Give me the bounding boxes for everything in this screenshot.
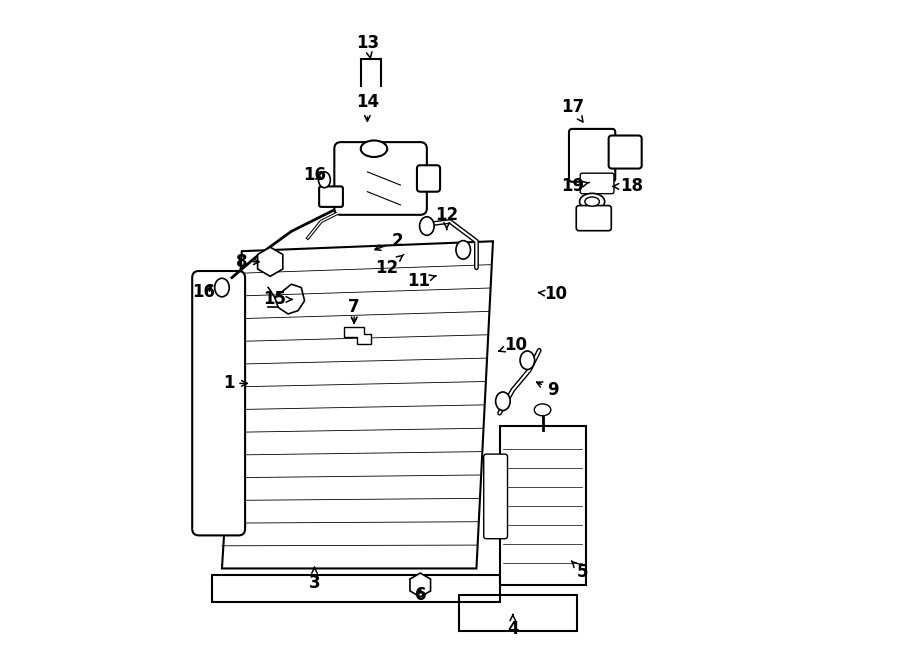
Polygon shape	[257, 247, 283, 276]
Polygon shape	[344, 327, 371, 344]
Text: 7: 7	[348, 298, 360, 323]
FancyBboxPatch shape	[569, 129, 616, 182]
Text: 4: 4	[507, 615, 518, 639]
Text: 8: 8	[236, 253, 259, 271]
Ellipse shape	[215, 278, 230, 297]
Text: 10: 10	[538, 285, 567, 303]
FancyBboxPatch shape	[417, 165, 440, 192]
FancyBboxPatch shape	[334, 142, 427, 215]
Ellipse shape	[520, 351, 535, 369]
FancyBboxPatch shape	[320, 186, 343, 207]
Text: 10: 10	[499, 336, 527, 354]
Text: 9: 9	[536, 381, 558, 399]
Text: 12: 12	[375, 254, 404, 277]
Ellipse shape	[361, 140, 387, 157]
FancyBboxPatch shape	[500, 426, 586, 585]
Text: 11: 11	[408, 272, 436, 290]
Text: 15: 15	[264, 290, 292, 309]
Text: 6: 6	[415, 586, 426, 604]
Text: 5: 5	[572, 561, 588, 581]
Text: 12: 12	[435, 206, 458, 229]
Text: 19: 19	[561, 177, 590, 196]
Polygon shape	[410, 573, 430, 597]
Text: 16: 16	[193, 283, 216, 301]
Text: 14: 14	[356, 93, 379, 121]
FancyBboxPatch shape	[576, 206, 611, 231]
Text: 13: 13	[356, 34, 379, 58]
Ellipse shape	[535, 404, 551, 416]
Text: 17: 17	[561, 98, 584, 122]
Text: 3: 3	[309, 568, 320, 592]
Ellipse shape	[456, 241, 471, 259]
Text: 18: 18	[613, 177, 644, 196]
Ellipse shape	[585, 197, 599, 206]
FancyBboxPatch shape	[193, 271, 245, 535]
Ellipse shape	[319, 172, 330, 188]
Text: 16: 16	[303, 166, 326, 184]
Text: 2: 2	[375, 232, 403, 251]
Ellipse shape	[496, 392, 510, 410]
FancyBboxPatch shape	[483, 454, 508, 539]
Ellipse shape	[580, 193, 605, 210]
Text: 1: 1	[223, 374, 248, 393]
Ellipse shape	[419, 217, 434, 235]
FancyBboxPatch shape	[580, 173, 614, 194]
FancyBboxPatch shape	[608, 136, 642, 169]
